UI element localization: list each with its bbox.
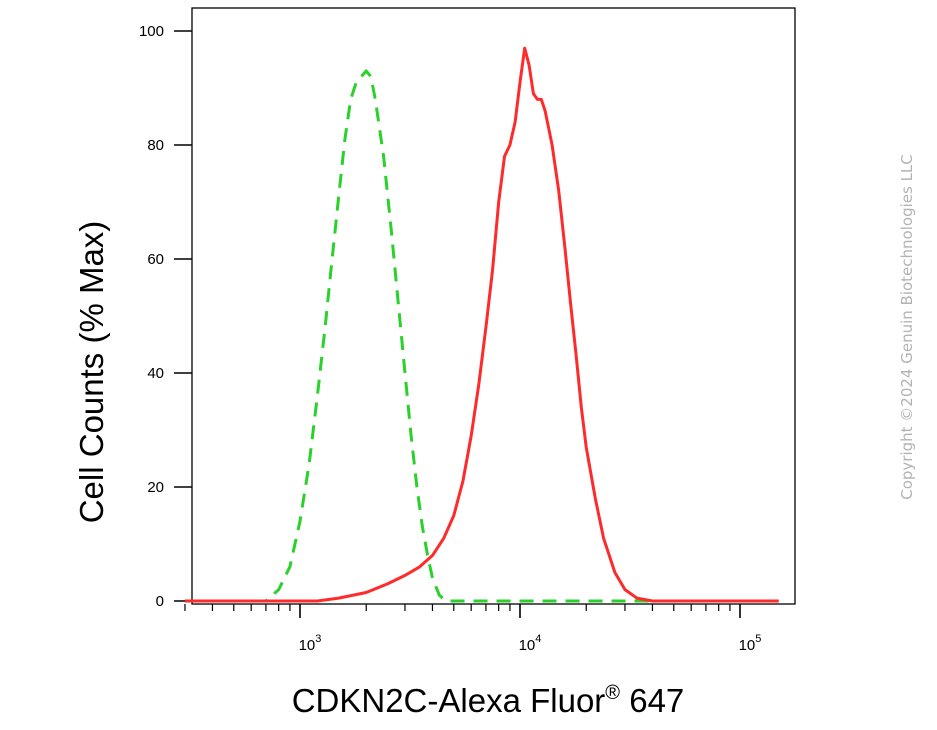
x-tick-label: 105 xyxy=(739,633,762,654)
x-tick-label: 103 xyxy=(299,633,322,654)
y-tick-label: 60 xyxy=(147,251,164,268)
plot-border xyxy=(191,7,796,605)
x-axis: 103 104 105 xyxy=(184,604,762,654)
copyright-watermark: Copyright ©2024 Genuin Biotechnologies L… xyxy=(898,154,916,500)
series-line-solid xyxy=(185,46,779,603)
y-tick-label: 0 xyxy=(156,593,164,610)
registered-mark: ® xyxy=(605,682,620,704)
series-layer xyxy=(185,46,779,603)
x-axis-title-suffix: 647 xyxy=(620,682,684,719)
y-tick-label: 100 xyxy=(139,23,164,40)
series-line-dashed xyxy=(185,69,779,603)
x-axis-title-main: CDKN2C-Alexa Fluor xyxy=(292,682,606,719)
y-tick-label: 80 xyxy=(147,137,164,154)
y-tick-label: 20 xyxy=(147,479,164,496)
y-tick-label: 40 xyxy=(147,365,164,382)
plot-frame xyxy=(191,7,796,605)
y-axis: 0 20 40 60 80 100 xyxy=(139,23,192,610)
y-axis-title: Cell Counts (% Max) xyxy=(73,221,110,524)
x-tick-label: 104 xyxy=(519,633,542,654)
x-axis-title: CDKN2C-Alexa Fluor® 647 xyxy=(292,682,685,719)
